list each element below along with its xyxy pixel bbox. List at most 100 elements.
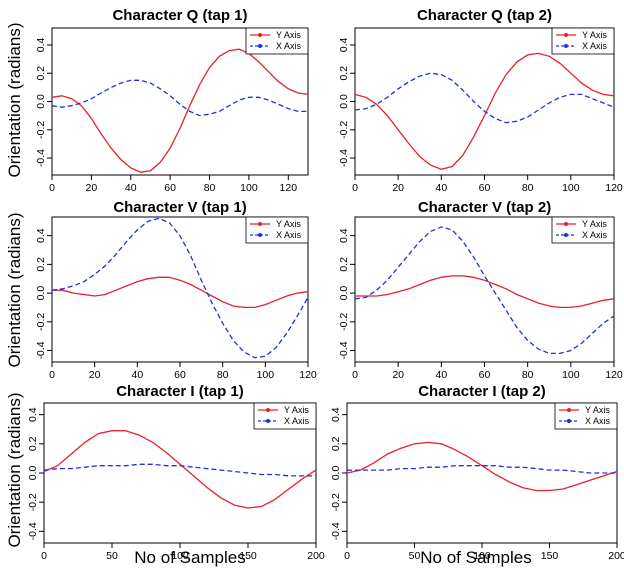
x-tick-label: 0 (352, 369, 358, 381)
legend-box (253, 402, 317, 430)
y-tick-label: 0.4 (330, 407, 342, 422)
legend-label: Y Axis (582, 30, 607, 40)
x-tick-label: 60 (479, 182, 491, 194)
legend-label: Y Axis (585, 405, 610, 415)
legend-label: Y Axis (284, 405, 309, 415)
legend-box (551, 216, 615, 244)
y-tick-label: 0.0 (338, 286, 350, 301)
x-tick-label: 50 (106, 550, 118, 562)
chart-title: Character I (tap 1) (116, 383, 244, 400)
x-tick-label: 150 (239, 550, 257, 562)
legend-swatch-marker (258, 222, 262, 226)
y-tick-label: -0.2 (338, 121, 350, 139)
chart-title: Character Q (tap 1) (112, 7, 247, 24)
legend-swatch-marker (564, 222, 568, 226)
y-tick-label: -0.4 (330, 522, 342, 540)
legend-label: Y Axis (582, 219, 607, 229)
y-tick-label: 0.2 (35, 257, 47, 272)
chart-panel-2: Character Q (tap 2) 0 20 40 60 80 100 120 -0.4 -0… (338, 7, 623, 194)
chart-panel-5: Character I (tap 1) 0 50 100 150 200 -0.4 -0.2 0… (27, 383, 325, 562)
chart-panel-3: Character V (tap 1) 0 20 40 60 80 100 120 -0.4 -0… (35, 199, 317, 381)
chart-title: Character V (tap 1) (113, 199, 246, 216)
legend-swatch-marker (567, 408, 571, 412)
chart-title: Character Q (tap 2) (417, 7, 552, 24)
y-tick-label: -0.2 (338, 313, 350, 331)
legend-label: X Axis (585, 416, 611, 426)
x-tick-label: 80 (522, 182, 534, 194)
chart-panel-1: Character Q (tap 1) 0 20 40 60 80 100 120 -0.4 -0… (35, 7, 309, 194)
y-tick-label: 0.0 (35, 94, 47, 109)
x-tick-label: 200 (608, 550, 624, 562)
legend-swatch-marker (258, 44, 262, 48)
y-tick-label: -0.2 (330, 493, 342, 511)
y-axis-label-row-2: Orientation (radians) (5, 213, 24, 368)
legend-box (551, 27, 615, 55)
legend-label: X Axis (582, 41, 608, 51)
series-line-y-axis (346, 441, 618, 492)
x-tick-label: 0 (49, 369, 55, 381)
legend-label: Y Axis (276, 219, 301, 229)
series-line-y-axis (52, 276, 309, 309)
y-tick-label: 0.2 (338, 66, 350, 81)
series-line-x-axis (354, 72, 615, 124)
y-axis-label-row-3: Orientation (radians) (5, 393, 24, 548)
legend-label: X Axis (284, 416, 310, 426)
series-line-x-axis (51, 217, 309, 359)
x-tick-label: 100 (562, 182, 580, 194)
x-tick-label: 100 (257, 369, 275, 381)
y-tick-label: 0.0 (35, 286, 47, 301)
x-tick-label: 0 (41, 550, 47, 562)
x-tick-label: 120 (605, 182, 623, 194)
legend-label: Y Axis (276, 30, 301, 40)
series-line-x-axis (51, 79, 308, 117)
x-tick-label: 20 (89, 369, 101, 381)
y-tick-label: 0.2 (27, 436, 39, 451)
x-tick-label: 120 (280, 182, 298, 194)
x-tick-label: 0 (344, 550, 350, 562)
x-tick-label: 150 (541, 550, 559, 562)
x-tick-label: 0 (49, 182, 55, 194)
x-axis-label-right: No of Samples (420, 548, 532, 567)
x-tick-label: 40 (435, 182, 447, 194)
y-tick-label: -0.4 (35, 341, 47, 359)
y-tick-label: 0.4 (338, 38, 350, 53)
series-line-x-axis (347, 465, 617, 474)
y-tick-label: -0.4 (35, 149, 47, 167)
legend-box (245, 27, 309, 55)
series-line-x-axis (43, 463, 316, 477)
chart-panel-6: Character I (tap 2) 0 50 100 150 200 -0.4 -0.2 0… (330, 383, 624, 562)
x-tick-label: 100 (240, 182, 258, 194)
y-tick-label: 0.4 (338, 228, 350, 243)
x-tick-label: 60 (174, 369, 186, 381)
series-line-y-axis (354, 52, 615, 170)
legend-swatch-marker (258, 33, 262, 37)
y-tick-label: 0.4 (35, 38, 47, 53)
y-tick-label: -0.2 (35, 313, 47, 331)
x-tick-label: 40 (435, 369, 447, 381)
legend-label: X Axis (582, 230, 608, 240)
legend-label: X Axis (276, 41, 302, 51)
x-tick-label: 0 (352, 182, 358, 194)
y-tick-label: 0.4 (27, 407, 39, 422)
y-axis-label-row-1: Orientation (radians) (5, 23, 24, 178)
x-tick-label: 60 (479, 369, 491, 381)
series-line-y-axis (43, 430, 317, 509)
x-tick-label: 40 (125, 182, 137, 194)
y-tick-label: -0.4 (338, 341, 350, 359)
chart-title: Character I (tap 2) (418, 383, 546, 400)
y-tick-label: 0.2 (338, 257, 350, 272)
x-tick-label: 60 (164, 182, 176, 194)
series-line-x-axis (354, 226, 615, 355)
x-tick-label: 20 (86, 182, 98, 194)
legend-box (554, 402, 618, 430)
x-tick-label: 120 (299, 369, 317, 381)
legend-swatch-marker (564, 233, 568, 237)
y-tick-label: 0.4 (35, 228, 47, 243)
x-tick-label: 80 (204, 182, 216, 194)
